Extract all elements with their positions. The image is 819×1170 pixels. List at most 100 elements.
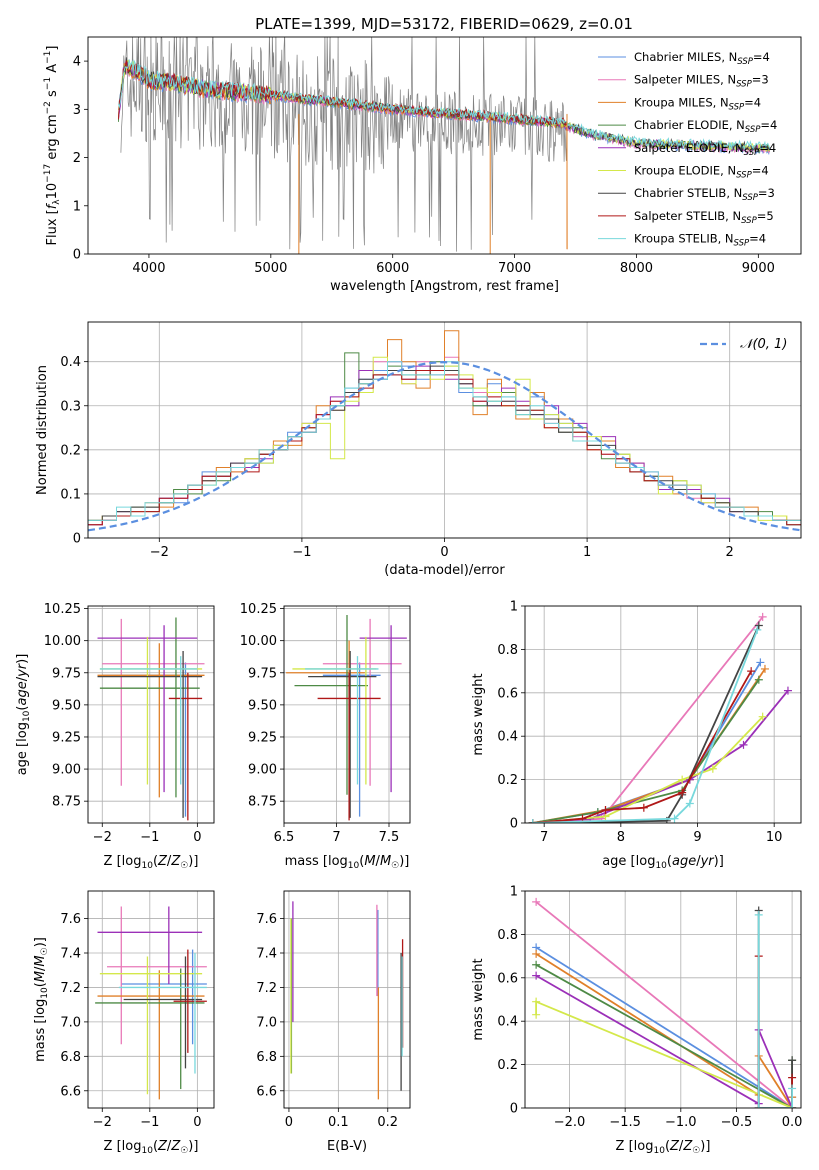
y-tick-label: 7.0 [60, 1015, 81, 1030]
x-tick-label: 1 [583, 545, 591, 560]
x-tick-label: −2.0 [554, 1115, 586, 1130]
weight-marker [678, 788, 687, 797]
x-axis-label: E(B-V) [327, 1139, 367, 1154]
errorbar-point-8 [118, 953, 207, 1074]
y-tick-label: 7.6 [256, 912, 277, 927]
y-tick-label: 4 [73, 55, 81, 70]
y-tick-label: 3 [73, 103, 81, 118]
weight-marker [753, 625, 762, 634]
x-tick-label: −1.0 [665, 1115, 697, 1130]
y-tick-label: 2 [73, 151, 81, 166]
weight-marker [783, 686, 792, 695]
weight-line-8 [757, 914, 793, 1108]
y-tick-label: 9.25 [248, 730, 277, 745]
x-tick-label: 5000 [254, 261, 287, 276]
plot-area [284, 891, 410, 1108]
axes-frame [87, 605, 215, 824]
weight-marker [678, 775, 687, 784]
errorbar-point-4 [97, 906, 203, 984]
y-tick-label: 7.4 [60, 947, 81, 962]
weight-line-4 [535, 974, 793, 1108]
x-tick-label: 7 [332, 830, 340, 845]
axes-frame [283, 890, 411, 1109]
y-tick-label: 1 [510, 885, 518, 900]
normal-curve [88, 360, 801, 532]
x-tick-label: 9 [693, 830, 701, 845]
errorbar-point-3 [95, 968, 205, 1090]
panel-mass_vs_z: −2 −1 0 6.6 6.8 7.0 7.2 7.4 7.6 Z [log10(Z/Z☉)] ma… [33, 890, 215, 1156]
y-axis-label: age [log10(age/yr)] [15, 654, 32, 776]
plot-area [88, 891, 214, 1108]
x-tick-label: 0 [440, 545, 448, 560]
x-tick-label: −1.5 [609, 1115, 641, 1130]
panel-age_vs_z: −2 −1 0 8.75 9.00 9.25 9.50 9.75 10.00 10.25 Z [lo… [15, 602, 215, 871]
y-tick-label: 8.75 [52, 795, 81, 810]
axes-frame [87, 890, 215, 1109]
weight-line-8 [532, 629, 759, 823]
weight-marker [788, 1104, 797, 1108]
legend-label: Chabrier MILES, NSSP=4 [634, 50, 770, 67]
y-tick-label: 0 [73, 248, 81, 263]
legend-label: Chabrier ELODIE, NSSP=4 [634, 118, 777, 135]
weight-marker [754, 910, 763, 919]
legend-label: Kroupa MILES, NSSP=4 [634, 95, 761, 112]
weight-marker [758, 712, 767, 721]
x-axis-label: age [log10(age/yr)] [602, 854, 724, 871]
panel-spectrum: 4000 5000 6000 7000 8000 9000 0 1 2 3 4 wavelength … [43, 36, 802, 294]
errorbar-point-5 [292, 636, 377, 785]
errorbar-point-4 [359, 625, 407, 793]
panel-mass_vs_ebv: 0 0.1 0.2 6.6 6.8 7.0 7.2 7.4 7.6 E(B-V) [256, 890, 411, 1154]
y-tick-label: 9.50 [248, 698, 277, 713]
y-tick-label: 10.25 [44, 602, 81, 617]
weight-marker [532, 997, 541, 1006]
x-tick-label: 0 [193, 830, 201, 845]
weight-marker [670, 814, 679, 823]
axes-frame [524, 605, 802, 824]
y-axis-label: Flux [fλ10−17 erg cm−2 s−1 A−1] [43, 46, 62, 246]
axes-frame [524, 890, 802, 1109]
x-tick-label: 4000 [132, 261, 165, 276]
weight-marker [747, 667, 756, 676]
weight-marker [532, 1010, 541, 1019]
legend-label: Salpeter STELIB, NSSP=5 [634, 209, 774, 226]
y-tick-label: 9.25 [52, 730, 81, 745]
x-axis-label: (data-model)/error [384, 563, 505, 578]
x-axis-label: Z [log10(Z/Z☉)] [104, 1139, 199, 1156]
weight-line-3 [532, 679, 760, 823]
y-tick-label: 10.25 [240, 602, 277, 617]
plot-area [284, 606, 410, 823]
y-tick-label: 0.1 [60, 487, 81, 502]
y-tick-label: 0 [510, 1102, 518, 1117]
panel-weight_vs_age: 7 8 9 10 0 0.2 0.4 0.6 0.8 1 age [log10(age/yr)] ma… [471, 600, 802, 871]
errorbar-point-0 [322, 662, 381, 817]
plot-area [118, 37, 771, 254]
x-axis-label: Z [log10(Z/Z☉)] [616, 1139, 711, 1156]
y-tick-label: 10.00 [240, 634, 277, 649]
figure-title: PLATE=1399, MJD=53172, FIBERID=0629, z=0… [255, 15, 633, 33]
weight-marker [601, 805, 610, 814]
weight-marker [739, 740, 748, 749]
legend-label: Kroupa STELIB, NSSP=4 [634, 232, 766, 249]
x-tick-label: 6000 [376, 261, 409, 276]
axes-frame [87, 36, 802, 255]
y-tick-label: 1 [510, 600, 518, 615]
y-tick-label: 6.6 [60, 1084, 81, 1099]
y-tick-label: 9.00 [248, 763, 277, 778]
x-tick-label: 10 [766, 830, 783, 845]
y-tick-label: 7.2 [60, 981, 81, 996]
panel-residuals: −2 −1 0 1 2 0 0.1 0.2 0.3 0.4 (data-model)/error No… [35, 321, 802, 578]
legend-label: Kroupa ELODIE, NSSP=4 [634, 164, 769, 181]
y-tick-label: 0.2 [497, 1058, 518, 1073]
x-tick-label: 0.0 [782, 1115, 803, 1130]
x-tick-label: 0.2 [377, 1115, 398, 1130]
panel-age_vs_mass: 6.5 7 7.5 8.75 9.00 9.25 9.50 9.75 10.00 10.25 mas… [240, 602, 411, 871]
y-tick-label: 0.6 [497, 971, 518, 986]
errorbar-point-1 [107, 906, 207, 1045]
y-tick-label: 0.2 [60, 443, 81, 458]
errorbar-point-5 [99, 636, 203, 785]
x-tick-label: 0.1 [328, 1115, 349, 1130]
weight-marker [758, 612, 767, 621]
y-axis-label: mass [log10(M/M☉)] [33, 937, 50, 1062]
x-tick-label: 7000 [498, 261, 531, 276]
plot-area [88, 606, 214, 823]
